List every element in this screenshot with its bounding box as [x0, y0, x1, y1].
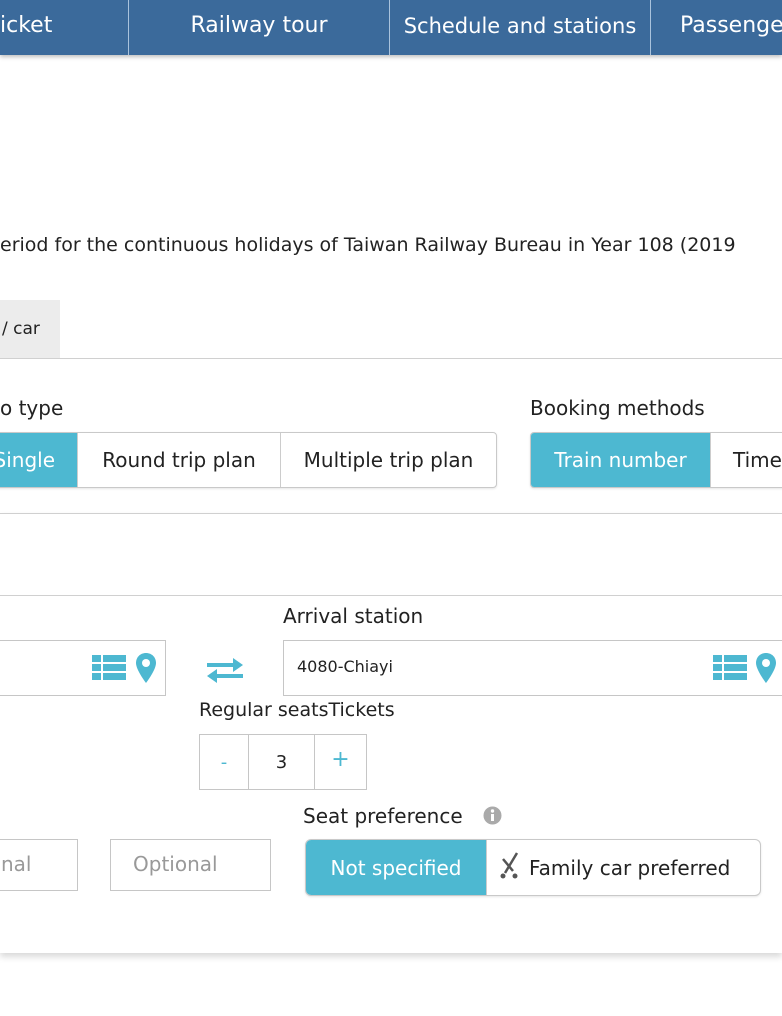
seat-preference-label: Seat preference — [303, 804, 463, 828]
tab-divider — [0, 358, 782, 359]
nav-divider — [389, 0, 390, 55]
stroller-icon — [497, 851, 523, 884]
seat-not-specified-button[interactable]: Not specified — [306, 840, 487, 895]
trip-type-selector: Single Round trip plan Multiple trip pla… — [0, 432, 497, 488]
regular-tickets-label: Regular seatsTickets — [199, 699, 395, 721]
nav-ticket[interactable]: icket — [0, 13, 53, 38]
ticket-quantity-stepper: - 3 + — [199, 734, 367, 790]
seat-preference-selector: Not specified Family car preferred — [305, 839, 761, 896]
booking-time-button[interactable]: Time — [733, 448, 782, 472]
trip-multiple-button[interactable]: Multiple trip plan — [303, 448, 474, 472]
nav-schedule-stations[interactable]: Schedule and stations — [403, 14, 637, 38]
seat-family-car-label: Family car preferred — [529, 855, 731, 880]
ticket-quantity-input[interactable]: 3 — [249, 735, 315, 789]
decrement-button[interactable]: - — [200, 735, 249, 789]
station-list-icon[interactable] — [713, 655, 747, 685]
nav-passenger[interactable]: Passenge — [680, 13, 782, 38]
trip-single-button[interactable]: Single — [0, 433, 78, 487]
nav-divider — [128, 0, 129, 55]
nav-divider — [650, 0, 651, 55]
increment-button[interactable]: + — [331, 746, 350, 772]
arrival-station-input[interactable]: 4080-Chiayi — [283, 640, 782, 696]
section-divider — [0, 513, 782, 514]
booking-methods-label: Booking methods — [530, 396, 705, 420]
station-list-icon[interactable] — [92, 655, 126, 685]
arrival-station-label: Arrival station — [283, 604, 424, 628]
top-nav: icket Railway tour Schedule and stations… — [0, 0, 782, 55]
departure-station-input[interactable] — [0, 640, 166, 696]
map-pin-icon[interactable] — [756, 653, 776, 687]
holiday-notice[interactable]: eriod for the continuous holidays of Tai… — [0, 234, 736, 256]
trip-round-button[interactable]: Round trip plan — [78, 433, 281, 487]
tab-car[interactable]: / car — [0, 300, 60, 358]
seat-family-car-button[interactable]: Family car preferred — [487, 840, 760, 895]
booking-method-selector: Train number Time — [530, 432, 782, 488]
booking-train-number-button[interactable]: Train number — [531, 433, 711, 487]
trip-type-label: o type — [0, 396, 64, 420]
section-divider — [0, 595, 782, 596]
swap-stations-icon[interactable] — [207, 656, 243, 688]
info-icon[interactable] — [483, 806, 502, 829]
arrival-station-value: 4080-Chiayi — [297, 657, 393, 676]
optional-field-2[interactable]: Optional — [110, 839, 271, 891]
nav-railway-tour[interactable]: Railway tour — [190, 13, 328, 38]
map-pin-icon[interactable] — [136, 653, 156, 687]
optional-field-1[interactable]: nal — [0, 839, 78, 891]
